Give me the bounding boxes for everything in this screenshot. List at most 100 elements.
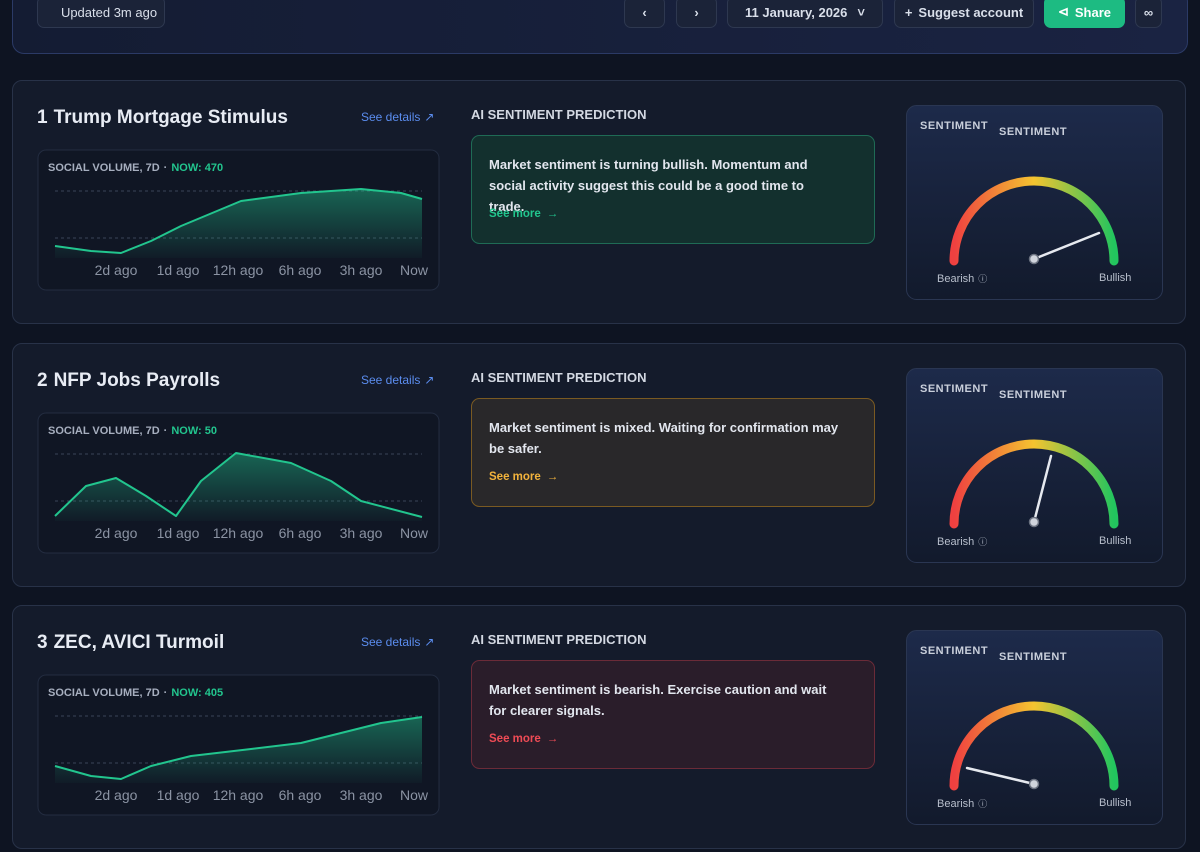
gauge-heading: SENTIMENT	[920, 383, 989, 395]
external-icon: ↗	[424, 110, 435, 124]
arrow: →	[546, 471, 559, 483]
see-more[interactable]: See more →	[489, 471, 558, 483]
suggest-button[interactable]: + Suggest account	[894, 0, 1034, 28]
external-icon: ↗	[424, 373, 435, 387]
title: ZEC, AVICI Turmoil	[53, 632, 225, 653]
link-button[interactable]: ∞	[1135, 0, 1162, 28]
x-label: Now	[399, 262, 428, 278]
prediction-heading: AI SENTIMENT PREDICTION	[471, 107, 647, 122]
volume-area	[55, 717, 422, 783]
gauge-heading: SENTIMENT	[920, 120, 989, 132]
gauge-pivot	[1028, 778, 1040, 790]
prediction-heading: AI SENTIMENT PREDICTION	[471, 370, 647, 385]
gauge-subheading: SENTIMENT	[999, 651, 1068, 663]
gauge-pivot	[1028, 516, 1040, 528]
updated: Updated 3m ago	[60, 4, 158, 20]
message-box	[471, 398, 875, 507]
see-details[interactable]: See details ↗	[361, 373, 434, 387]
see-more[interactable]: See more →	[489, 208, 558, 220]
bearish-label: Bearish ⓘ	[937, 535, 987, 548]
gauge-pivot	[1028, 253, 1040, 265]
volume-label: SOCIAL VOLUME, 7D	[48, 687, 160, 699]
updated-pill: Updated 3m ago	[37, 0, 165, 28]
gauge-needle	[1032, 231, 1101, 261]
x-label: Now	[399, 787, 428, 803]
card-title: 3 ZEC, AVICI Turmoil	[37, 632, 224, 654]
x-label: 12h ago	[212, 525, 264, 541]
volume-header: SOCIAL VOLUME, 7D · NOW: 50	[48, 425, 217, 437]
share: Share	[1074, 4, 1112, 20]
info-icon: ⓘ	[978, 274, 988, 284]
gauge-box	[906, 630, 1163, 825]
arrow: →	[546, 733, 559, 745]
x-label: 3h ago	[339, 787, 383, 803]
see-details-text: See details	[361, 635, 421, 649]
gauge-box	[906, 105, 1163, 300]
info-icon: ⓘ	[978, 799, 988, 809]
x-label: 3h ago	[339, 262, 383, 278]
bullish: Bullish	[1099, 535, 1132, 547]
now: NOW: 50	[171, 425, 217, 437]
dot: ·	[163, 425, 168, 437]
volume-label: SOCIAL VOLUME, 7D	[48, 425, 160, 437]
volume-header: SOCIAL VOLUME, 7D · NOW: 470	[48, 162, 223, 174]
bullish: Bullish	[1099, 797, 1132, 809]
rank: 1	[37, 107, 48, 128]
suggest: Suggest account	[918, 4, 1024, 20]
bearish-label: Bearish ⓘ	[937, 797, 987, 810]
card-graphics	[37, 630, 1163, 825]
see-details[interactable]: See details ↗	[361, 110, 434, 124]
dot: ·	[163, 162, 168, 174]
card: 3 ZEC, AVICI Turmoil See details ↗ SOCIAL VO…	[12, 605, 1186, 849]
see-details[interactable]: See details ↗	[361, 635, 434, 649]
gauge-subheading: SENTIMENT	[999, 126, 1068, 138]
see-more-text: See more	[489, 208, 541, 220]
bearish: Bearish	[937, 273, 975, 285]
gauge-arc	[949, 701, 1119, 791]
card-title: 1 Trump Mortgage Stimulus	[37, 107, 288, 129]
card-title: 2 NFP Jobs Payrolls	[37, 370, 220, 392]
x-label: 12h ago	[212, 262, 264, 278]
x-label: 6h ago	[278, 525, 322, 541]
now: NOW: 470	[171, 162, 224, 174]
date: 11 January, 2026	[745, 4, 848, 20]
x-label: 3h ago	[339, 525, 383, 541]
volume-area	[55, 189, 422, 258]
see-more-text: See more	[489, 733, 541, 745]
x-label: Now	[399, 525, 428, 541]
see-more[interactable]: See more →	[489, 733, 558, 745]
volume-line	[54, 188, 423, 254]
now: NOW: 405	[171, 687, 224, 699]
x-label: 6h ago	[278, 262, 322, 278]
x-label: 6h ago	[278, 787, 322, 803]
x-label: 1d ago	[156, 787, 200, 803]
message-box	[471, 660, 875, 769]
volume-header: SOCIAL VOLUME, 7D · NOW: 405	[48, 687, 223, 699]
rank: 3	[37, 632, 48, 653]
title: Trump Mortgage Stimulus	[53, 107, 288, 128]
volume-line	[54, 716, 423, 780]
volume-area	[55, 453, 422, 521]
external-icon: ↗	[424, 635, 435, 649]
gauge-subheading: SENTIMENT	[999, 389, 1068, 401]
x-label: 1d ago	[156, 262, 200, 278]
message: Market sentiment is mixed. Waiting for c…	[489, 420, 839, 456]
next-button[interactable]: ›	[676, 0, 717, 28]
prev-button[interactable]: ‹	[624, 0, 665, 28]
bullish: Bullish	[1099, 272, 1132, 284]
arrow: →	[546, 208, 559, 220]
gauge-needle	[1032, 454, 1053, 524]
dot: ·	[163, 687, 168, 699]
gauge-box	[906, 368, 1163, 563]
card: 1 Trump Mortgage Stimulus See details ↗ SOCI…	[12, 80, 1186, 324]
bearish: Bearish	[937, 536, 975, 548]
x-label: 12h ago	[212, 787, 264, 803]
gauge-needle	[965, 766, 1036, 786]
message: Market sentiment is bearish. Exercise ca…	[489, 682, 827, 718]
bearish: Bearish	[937, 798, 975, 810]
see-more-text: See more	[489, 471, 541, 483]
date-picker[interactable]: 11 January, 2026 ˅	[727, 0, 883, 28]
share-button[interactable]: ⊲ Share	[1044, 0, 1125, 28]
volume-line	[54, 452, 423, 518]
x-label: 2d ago	[94, 262, 138, 278]
